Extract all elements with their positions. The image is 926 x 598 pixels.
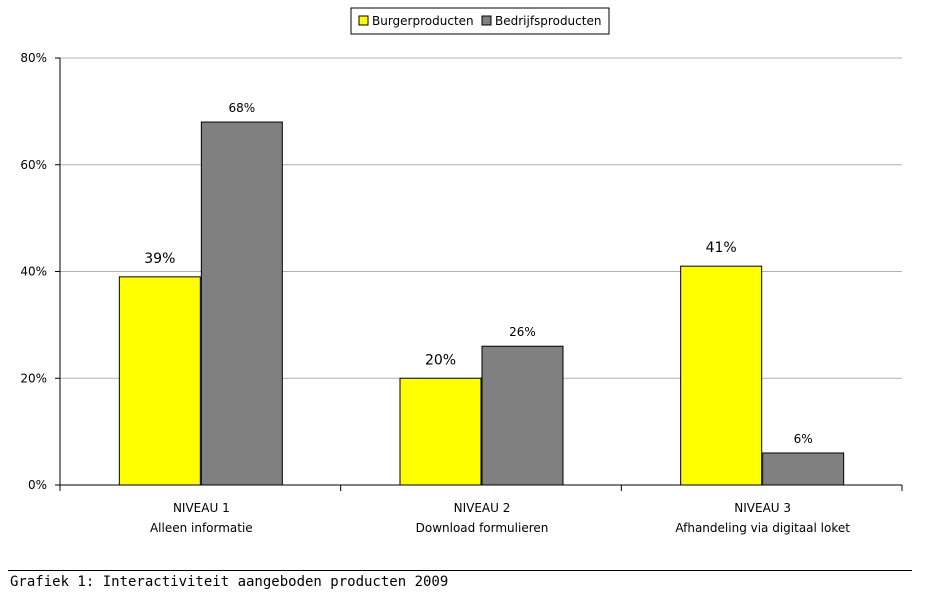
- y-tick-label: 0%: [28, 478, 47, 492]
- bar: [200, 121, 283, 486]
- y-tick-label: 60%: [20, 158, 47, 172]
- x-tick-label: Afhandeling via digitaal loket: [675, 521, 850, 535]
- bar: [399, 377, 482, 486]
- legend-swatch: [481, 15, 492, 26]
- y-tick-label: 20%: [20, 371, 47, 385]
- bar: [481, 345, 564, 486]
- x-tick-label: NIVEAU 1: [173, 501, 230, 515]
- x-tick-label: NIVEAU 3: [734, 501, 791, 515]
- data-label: 6%: [794, 432, 813, 446]
- bar-chart: 0% 20% 40% 60% 80% 39% 68% NIVEAU 1 Alleen infor…: [20, 7, 903, 535]
- chart-caption: Grafiek 1: Interactiviteit aangeboden pr…: [10, 574, 449, 590]
- data-label: 68%: [228, 101, 255, 115]
- data-label: 41%: [706, 240, 737, 256]
- legend-box: [350, 7, 610, 35]
- caption-divider: [8, 570, 912, 571]
- legend-label: Burgerproducten: [372, 14, 474, 28]
- x-tick-label: Download formulieren: [416, 521, 549, 535]
- bar: [762, 452, 845, 486]
- y-tick-label: 40%: [20, 265, 47, 279]
- data-label: 20%: [425, 352, 456, 368]
- x-tick-label: NIVEAU 2: [454, 501, 511, 515]
- bar: [680, 265, 763, 486]
- legend-swatch: [358, 15, 369, 26]
- bar: [118, 276, 201, 486]
- y-tick-label: 80%: [20, 51, 47, 65]
- data-label: 26%: [509, 325, 536, 339]
- legend-label: Bedrijfsproducten: [495, 14, 601, 28]
- x-tick-label: Alleen informatie: [150, 521, 253, 535]
- data-label: 39%: [144, 251, 175, 267]
